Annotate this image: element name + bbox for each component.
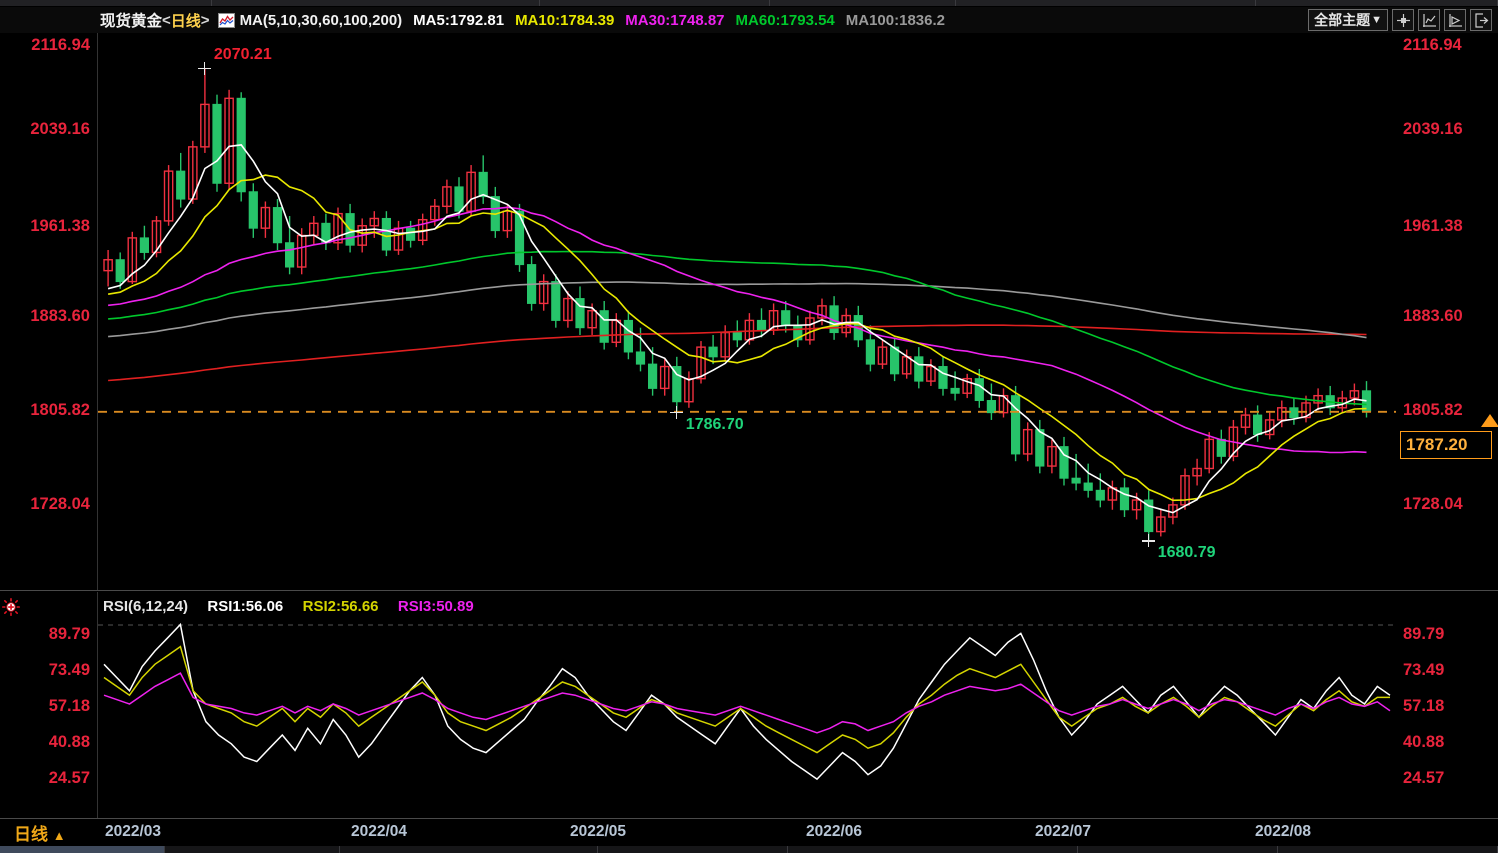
price-tick-label: 1728.04 [1403,495,1463,513]
annotation-cross-marker [197,61,211,75]
rsi2-value: RSI2:56.66 [302,598,379,615]
theme-selector-label: 全部主题 [1314,12,1371,28]
rsi1-value: RSI1:56.06 [207,598,284,615]
period-toggle-label: 日线 [14,825,48,844]
price-axis-left[interactable]: 2116.94 2039.16 1961.38 1883.60 1805.82 … [0,33,97,818]
ma30-value: MA30:1748.87 [625,11,725,29]
chevron-down-icon: ▼ [1371,14,1382,26]
date-tick-label: 2022/08 [1255,823,1312,840]
symbol-period: 日线 [170,12,201,30]
price-tick-label: 2116.94 [1403,36,1462,54]
price-tick-label: 1805.82 [30,401,90,419]
ma10-value: MA10:1784.39 [515,11,615,29]
scale-left-icon[interactable] [1418,9,1440,31]
crosshair-move-icon[interactable] [1392,9,1414,31]
rsi-indicator-title: RSI(6,12,24) [103,598,189,615]
burst-icon[interactable] [2,598,21,617]
period-close-bracket: > [200,11,210,29]
price-chart-panel[interactable] [97,33,1396,590]
date-axis[interactable]: 2022/03 2022/04 2022/05 2022/06 2022/07 … [0,818,1498,846]
date-tick-label: 2022/04 [351,823,408,840]
candlestick-canvas [98,67,1396,541]
ma-indicator-title: MA(5,10,30,60,100,200) [239,11,403,29]
price-tick-label: 1728.04 [30,495,90,513]
annotation-cross-marker [1141,534,1155,548]
triangle-up-icon: ▲ [52,828,66,843]
low-annotation-2: 1680.79 [1157,544,1216,562]
price-tick-label: 2039.16 [1403,120,1463,138]
rsi-tick-label: 73.49 [1403,661,1445,679]
rsi-tick-label: 57.18 [1403,697,1445,715]
chart-header: 现货黄金 < 日线 > MA(5,10,30,60,100,200) MA5:1792… [0,7,1498,33]
date-tick-label: 2022/05 [570,823,627,840]
price-tick-label: 1883.60 [1403,307,1463,325]
date-tick-label: 2022/06 [806,823,863,840]
chart-toolbar: 全部主题 ▼ [1308,8,1492,32]
price-tick-label: 1883.60 [30,307,90,325]
price-tick-label: 1961.38 [1403,217,1463,235]
scale-right-icon[interactable] [1444,9,1466,31]
theme-selector-button[interactable]: 全部主题 ▼ [1308,9,1388,31]
price-tick-label: 1961.38 [30,217,90,235]
ma5-value: MA5:1792.81 [413,11,505,29]
panel-divider [0,590,1498,591]
rsi-tick-label: 40.88 [48,733,90,751]
rsi-tick-label: 73.49 [48,661,90,679]
rsi-tick-label: 24.57 [1403,769,1445,787]
symbol-name: 现货黄金 [100,13,163,30]
price-tick-label: 2116.94 [31,36,90,54]
current-price-box[interactable]: 1787.20 [1400,431,1492,459]
date-tick-label: 2022/03 [105,823,162,840]
rsi-tick-label: 57.18 [48,697,90,715]
price-tick-label: 2039.16 [30,120,90,138]
rsi-canvas [98,622,1396,781]
ma-chart-icon [217,12,235,28]
rsi-tick-label: 40.88 [1403,733,1445,751]
period-toggle[interactable]: 日线 ▲ [14,820,66,845]
current-price-value: 1787.20 [1406,435,1468,454]
price-axis-right[interactable]: 2116.94 2039.16 1961.38 1883.60 1805.82 … [1395,33,1498,818]
rsi3-value: RSI3:50.89 [397,598,474,615]
annotation-cross-marker [669,405,683,419]
status-bar-sliver [0,846,1498,853]
rsi-tick-label: 89.79 [1403,625,1445,643]
rsi-chart-panel[interactable] [97,592,1396,818]
date-tick-label: 2022/07 [1035,823,1092,840]
current-price-arrow [1481,414,1498,427]
rsi-tick-label: 89.79 [48,625,90,643]
rsi-header: RSI(6,12,24) RSI1:56.06 RSI2:56.66 RSI3:… [103,598,474,615]
rsi-tick-label: 24.57 [48,769,90,787]
upper-toolbar-sliver [0,0,1498,7]
period-open-bracket: < [162,11,171,29]
low-annotation-1: 1786.70 [685,415,744,433]
ma100-value: MA100:1836.2 [845,11,945,29]
price-tick-label: 1805.82 [1403,401,1463,419]
expand-right-icon[interactable] [1470,9,1492,31]
ma60-value: MA60:1793.54 [735,11,835,29]
high-annotation: 2070.21 [213,45,272,63]
